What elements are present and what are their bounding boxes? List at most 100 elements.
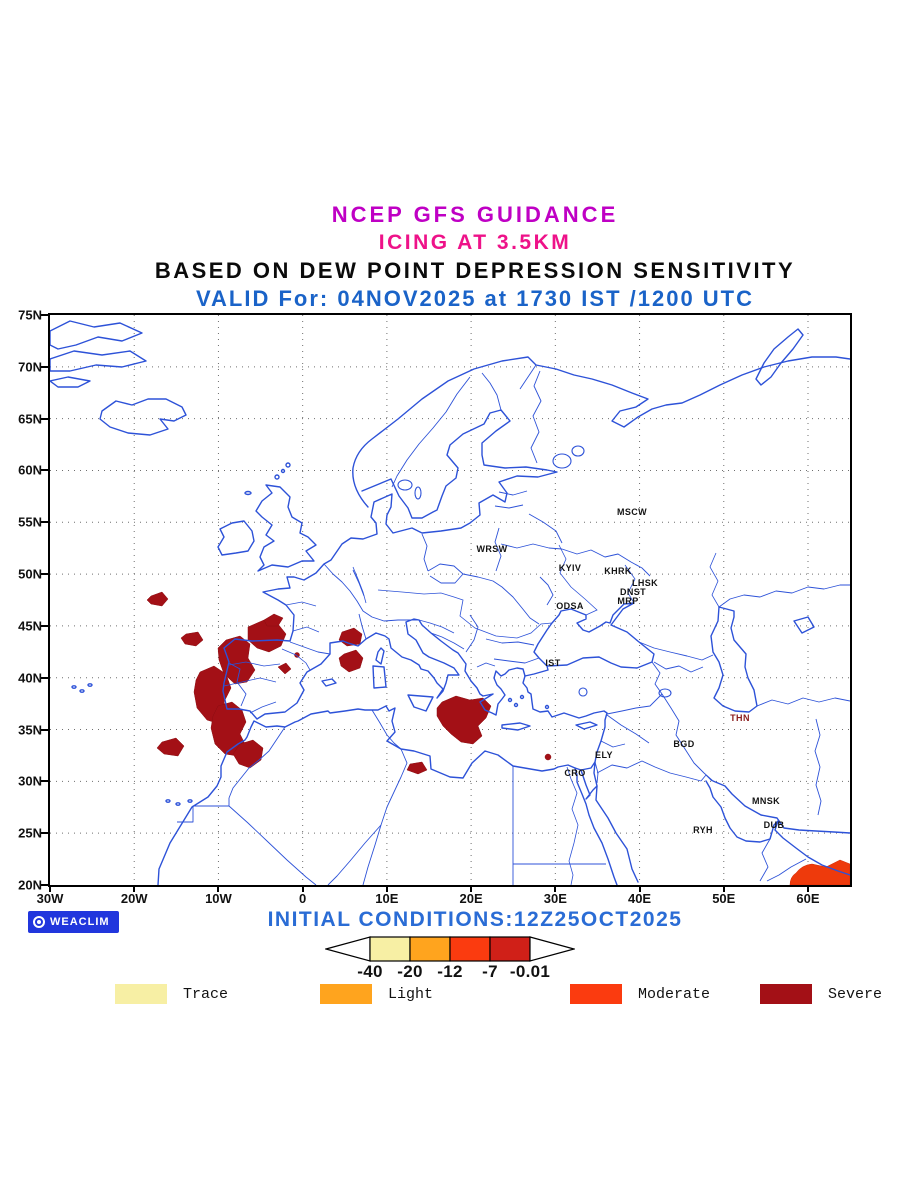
legend-label: Light — [388, 986, 434, 1003]
title-basis: BASED ON DEW POINT DEPRESSION SENSITIVIT… — [154, 258, 796, 283]
city-label: IST — [545, 658, 561, 668]
logo-dot-icon — [37, 920, 41, 924]
latitude-tick-label: 20N — [18, 877, 42, 893]
scale-tick-label: -20 — [397, 962, 423, 981]
latitude-tick-mark — [41, 469, 49, 472]
city-label: BGD — [673, 739, 695, 749]
longitude-tick-label: 60E — [796, 891, 820, 906]
initial-conditions-text: INITIAL CONDITIONS:12Z25OCT2025 — [267, 908, 683, 931]
icing-moderate-area — [789, 859, 850, 885]
city-label: DUB — [763, 820, 785, 830]
scale-segment — [489, 936, 531, 962]
longitude-tick-mark — [638, 885, 641, 892]
city-labels: MSCW WRSW KYIV KHRK LHSK DNST MRP ODSA IST THN BGD… — [50, 315, 850, 885]
latitude-tick-mark — [41, 832, 49, 835]
legend-swatch — [760, 984, 812, 1004]
scale-tick-label: -40 — [357, 962, 383, 981]
latitude-tick-mark — [41, 780, 49, 783]
latitude-tick-label: 25N — [18, 825, 42, 841]
longitude-tick-label: 20E — [459, 891, 483, 906]
latitude-tick-mark — [41, 365, 49, 368]
city-label: WRSW — [476, 544, 508, 554]
latitude-tick-label: 55N — [18, 514, 42, 530]
legend-label: Moderate — [638, 986, 711, 1003]
weaclim-logo: WEACLIM — [28, 911, 119, 933]
longitude-tick-mark — [217, 885, 220, 892]
city-label: MRP — [617, 596, 639, 606]
latitude-tick-label: 45N — [18, 618, 42, 634]
scale-segment — [449, 936, 491, 962]
longitude-tick-mark — [133, 885, 136, 892]
logo-text: WEACLIM — [50, 916, 110, 928]
lakes — [397, 445, 672, 698]
map-canvas — [50, 315, 850, 885]
city-label: DNST — [619, 587, 647, 597]
map-frame: MSCW WRSW KYIV KHRK LHSK DNST MRP ODSA IST THN BGD… — [48, 313, 852, 887]
longitude-tick-label: 30E — [543, 891, 567, 906]
city-label: MNSK — [751, 796, 781, 806]
longitude-tick-label: 10E — [375, 891, 399, 906]
longitude-tick-label: 0 — [299, 891, 307, 906]
longitude-tick-label: 20W — [120, 891, 148, 906]
title-valid-time: VALID For: 04NOV2025 at 1730 IST /1200 U… — [196, 286, 754, 311]
scale-tick-label: -12 — [437, 962, 463, 981]
latitude-tick-mark — [41, 676, 49, 679]
latitude-tick-label: 70N — [18, 359, 42, 375]
rivers — [223, 544, 720, 885]
latitude-tick-mark — [41, 884, 49, 886]
longitude-tick-mark — [722, 885, 725, 892]
legend-swatch — [570, 984, 622, 1004]
latitude-tick-label: 50N — [18, 566, 42, 582]
legend-swatch — [115, 984, 167, 1004]
title-level: ICING AT 3.5KM — [378, 231, 572, 254]
grid-lines — [50, 315, 850, 885]
city-label: ODSA — [556, 601, 584, 611]
city-label: THN — [730, 713, 750, 723]
longitude-tick-mark — [385, 885, 388, 892]
latitude-tick-label: 60N — [18, 462, 42, 478]
latitude-tick-mark — [41, 728, 49, 731]
latitude-tick-label: 75N — [18, 307, 42, 323]
city-label: CRO — [564, 768, 586, 778]
coastlines — [50, 320, 850, 885]
city-label: RYH — [693, 825, 713, 835]
color-scale-bar — [325, 936, 575, 962]
scale-tick-label: -0.01 — [509, 962, 551, 981]
longitude-tick-label: 40E — [627, 891, 652, 906]
longitude-tick-mark — [49, 885, 51, 892]
latitude-tick-label: 65N — [18, 411, 42, 427]
city-label: ELY — [595, 750, 613, 760]
title-block: NCEP GFS GUIDANCE ICING AT 3.5KM BASED O… — [50, 201, 900, 313]
latitude-tick-mark — [41, 417, 49, 420]
scale-arrow — [325, 936, 371, 962]
country-borders — [177, 364, 850, 885]
latitude-tick-mark — [41, 624, 49, 627]
title-model: NCEP GFS GUIDANCE — [331, 202, 619, 227]
longitude-tick-label: 10W — [205, 891, 232, 906]
latitude-tick-mark — [41, 573, 49, 576]
longitude-tick-mark — [470, 885, 473, 892]
longitude-tick-label: 30W — [36, 891, 64, 906]
latitude-tick-mark — [41, 521, 49, 524]
latitude-tick-label: 35N — [18, 722, 42, 738]
city-label: KHRK — [604, 566, 632, 576]
longitude-tick-mark — [301, 885, 304, 892]
latitude-tick-label: 30N — [18, 773, 42, 789]
legend-label: Trace — [183, 986, 229, 1003]
city-label: KYIV — [558, 563, 582, 573]
scale-arrow — [529, 936, 575, 962]
latitude-tick-label: 40N — [18, 670, 42, 686]
legend-label: Severe — [828, 986, 883, 1003]
longitude-tick-mark — [554, 885, 557, 892]
city-label: LHSK — [631, 578, 659, 588]
scale-tick-label: -7 — [482, 962, 498, 981]
city-label: MSCW — [616, 507, 648, 517]
longitude-tick-mark — [807, 885, 809, 892]
latitude-tick-mark — [41, 314, 49, 316]
scale-segment — [409, 936, 451, 962]
legend-swatch — [320, 984, 372, 1004]
logo-circle-icon — [33, 916, 45, 928]
scale-segment — [369, 936, 411, 962]
longitude-tick-label: 50E — [712, 891, 736, 906]
